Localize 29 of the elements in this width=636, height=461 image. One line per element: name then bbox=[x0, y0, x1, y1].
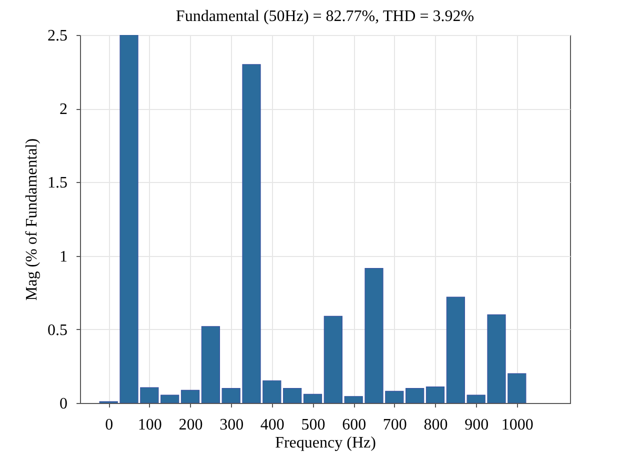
x-axis-title: Frequency (Hz) bbox=[275, 434, 376, 452]
bar bbox=[303, 394, 322, 403]
bar bbox=[406, 388, 424, 403]
y-tick-label: 0 bbox=[60, 396, 68, 412]
y-tick-label: 0.5 bbox=[48, 322, 68, 339]
y-tick-label: 2 bbox=[60, 101, 68, 118]
bar bbox=[426, 386, 445, 403]
bar bbox=[160, 394, 180, 403]
x-tick-label: 1000 bbox=[501, 416, 534, 434]
x-tick-label: 800 bbox=[424, 416, 448, 434]
y-tick-label: 2.5 bbox=[48, 28, 68, 44]
x-tick-label: 200 bbox=[178, 416, 203, 434]
bar bbox=[201, 326, 220, 403]
bar bbox=[283, 388, 302, 403]
x-tick-label: 500 bbox=[301, 416, 326, 434]
chart-title: Fundamental (50Hz) = 82.77%, THD = 3.92% bbox=[176, 8, 474, 25]
x-tick-label: 700 bbox=[382, 416, 407, 434]
x-tick-label: 900 bbox=[464, 416, 489, 434]
x-tick-label: 400 bbox=[260, 416, 284, 434]
bar bbox=[324, 316, 342, 403]
y-tick-label: 1.5 bbox=[48, 174, 68, 192]
bar bbox=[180, 390, 200, 403]
x-tick-label: 100 bbox=[138, 416, 162, 434]
y-axis-title: Mag (% of Fundamental) bbox=[24, 138, 40, 301]
y-tick-label: 1 bbox=[60, 248, 68, 266]
x-tick-label: 600 bbox=[342, 416, 366, 434]
x-tick-label: 0 bbox=[105, 416, 114, 434]
x-tick-label: 300 bbox=[220, 416, 244, 434]
bar bbox=[446, 296, 465, 403]
